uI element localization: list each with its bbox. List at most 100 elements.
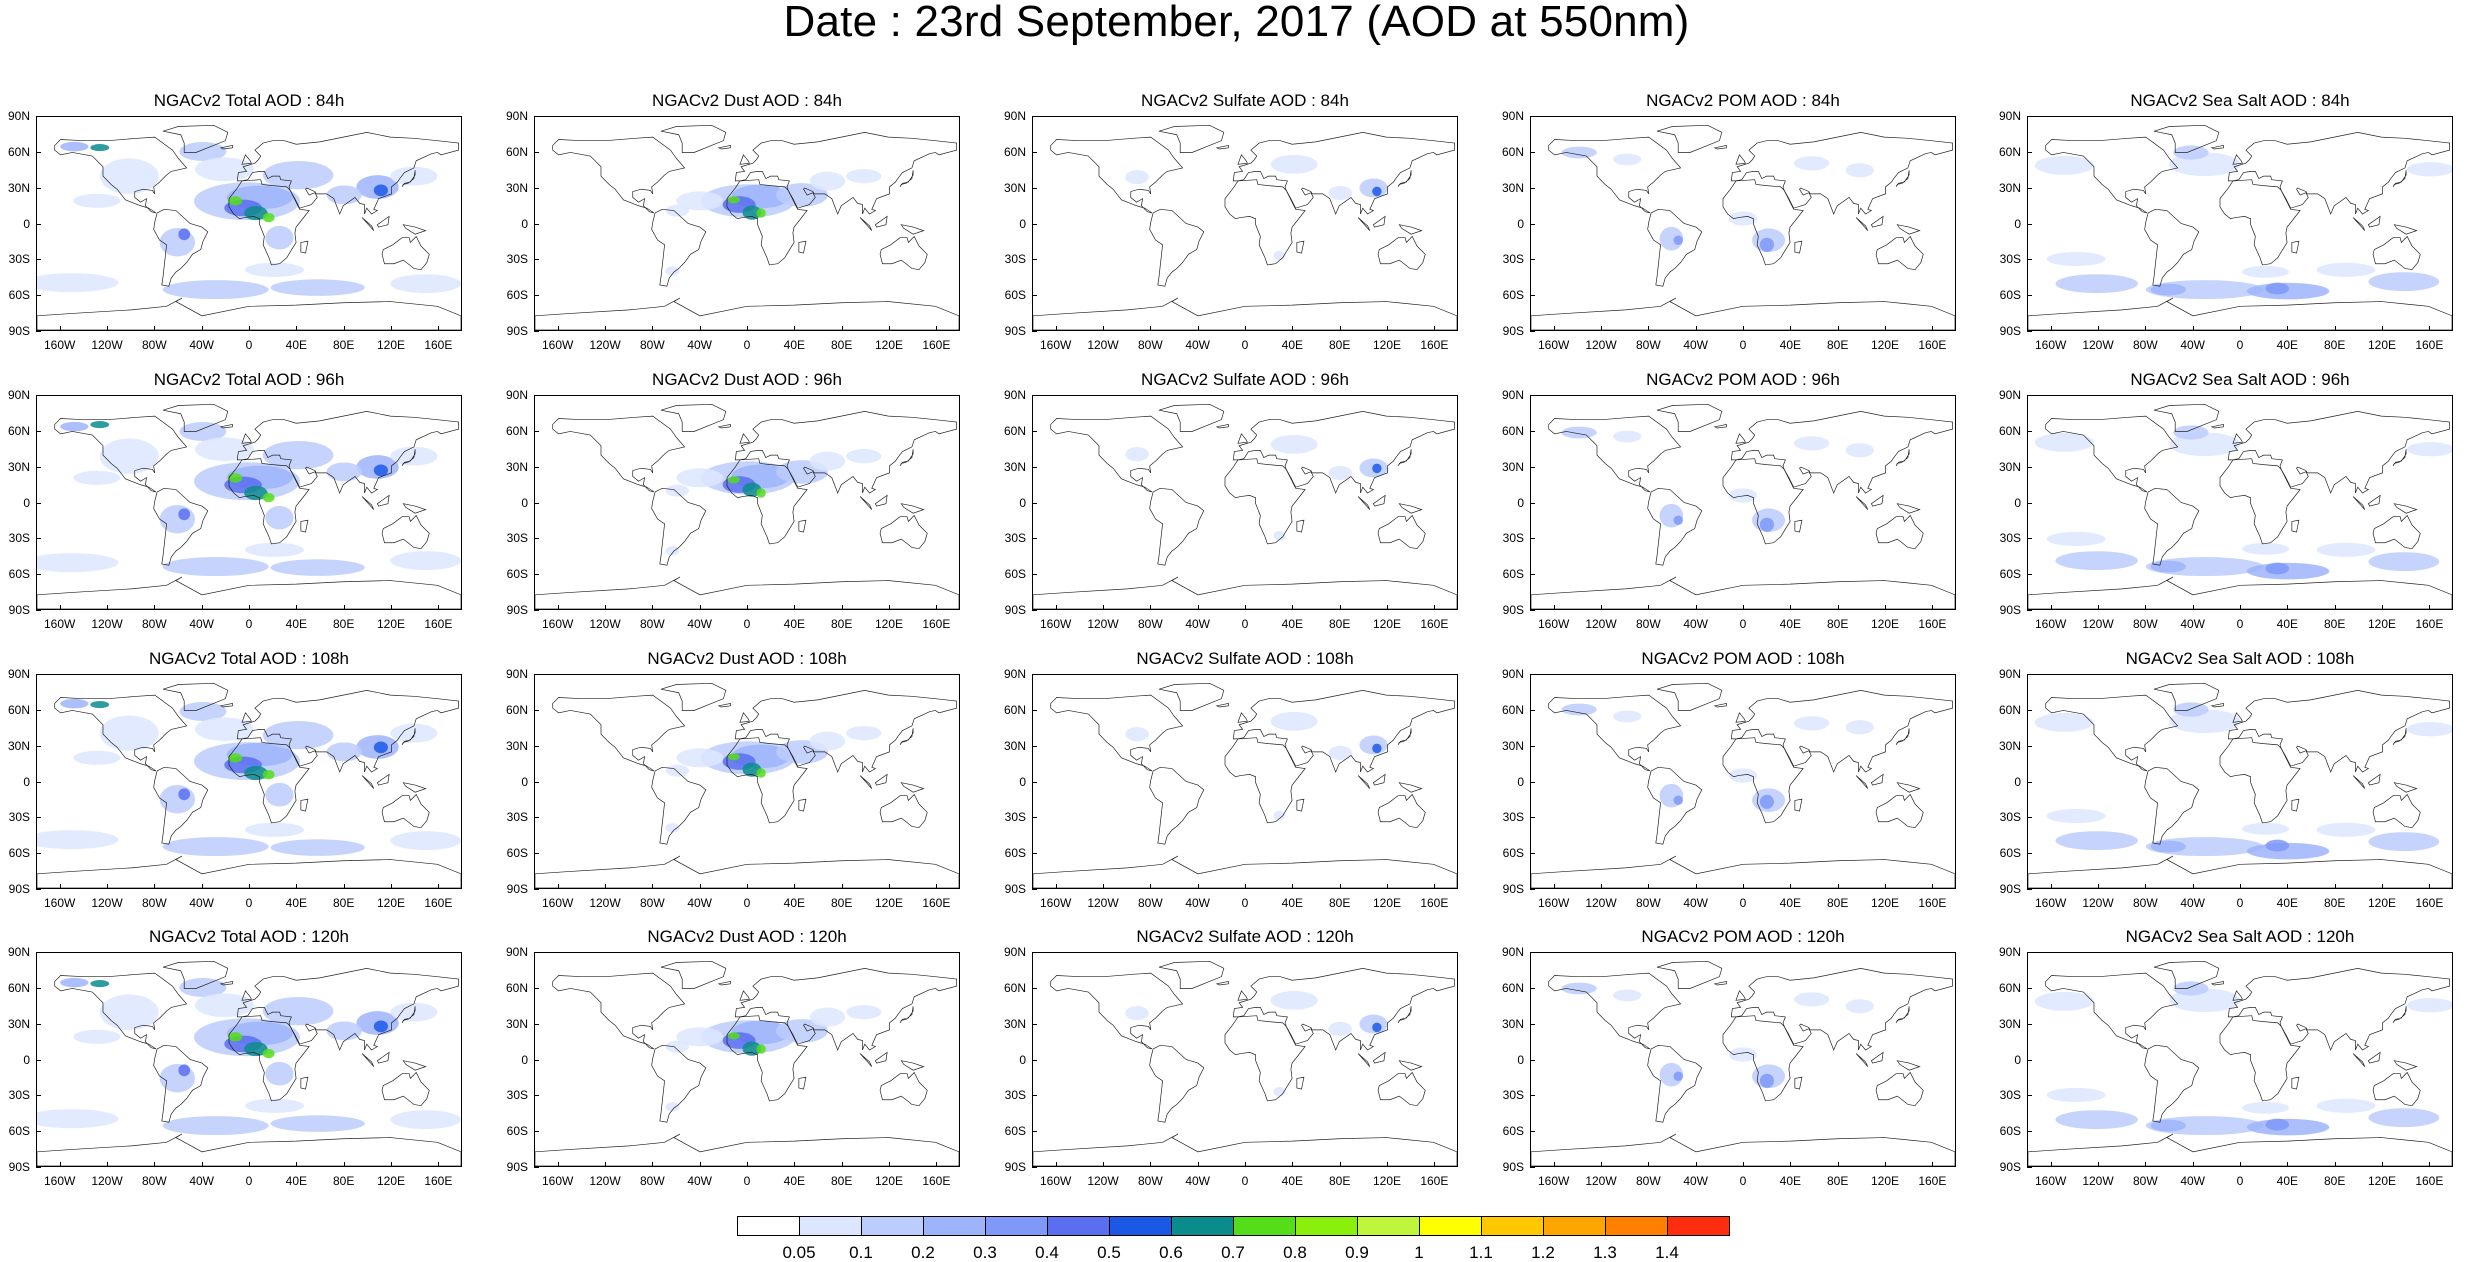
coastline-outline xyxy=(1730,690,1953,773)
aod-region xyxy=(373,741,388,754)
aod-region xyxy=(846,169,882,184)
lat-tick xyxy=(1530,187,1535,189)
colorbar-swatch xyxy=(1481,1216,1544,1236)
lon-tick xyxy=(1339,605,1341,610)
coastline-outline xyxy=(899,170,914,188)
aod-region xyxy=(2150,560,2187,573)
aod-region xyxy=(2406,998,2452,1013)
coastline-outline xyxy=(1237,433,1248,444)
coastline-outline xyxy=(2232,712,2243,723)
lon-tick-label: 120E xyxy=(1372,338,1402,352)
lon-tick xyxy=(201,1162,203,1167)
colorbar-tick-label: 1.1 xyxy=(1469,1243,1493,1262)
coastline-outline xyxy=(739,712,750,723)
aod-region xyxy=(262,440,334,470)
lat-tick-label: 30N xyxy=(505,1016,528,1031)
lon-tick-label: 80W xyxy=(639,617,665,631)
coastline-outline xyxy=(1372,494,1386,507)
lon-tick-label: 160E xyxy=(922,617,951,631)
lat-tick xyxy=(2027,1023,2032,1025)
lon-tick-label: 80E xyxy=(830,338,853,352)
aod-region xyxy=(159,505,196,534)
lon-tick-label: 40E xyxy=(2276,1174,2298,1188)
lon-tick xyxy=(1743,884,1744,889)
lat-tick xyxy=(1530,259,1535,261)
map-plot-area xyxy=(2027,952,2453,1167)
lon-tick xyxy=(201,884,203,889)
colorbar-tick-label: 0.4 xyxy=(1035,1243,1059,1262)
coastline-outline xyxy=(1875,514,1924,550)
aod-region xyxy=(390,831,461,851)
lat-tick-label: 60N xyxy=(1003,423,1026,438)
lon-tick xyxy=(747,605,748,610)
aod-region xyxy=(1613,430,1642,443)
coastline-outline xyxy=(300,798,309,812)
page-title: Date : 23rd September, 2017 (AOD at 550n… xyxy=(783,0,1690,46)
lon-tick xyxy=(1601,1162,1602,1167)
coastline-outline xyxy=(2219,737,2301,824)
coastline-outline xyxy=(2393,224,2418,235)
lon-tick-label: 160W xyxy=(1039,896,1072,910)
aod-region xyxy=(776,1019,828,1043)
map-panel: NGACv2 Sea Salt AOD : 108h 90N 60N 30N 0 30S 6… xyxy=(1991,650,2473,925)
lat-tick-label: 30S xyxy=(506,1088,528,1103)
map-panel: NGACv2 Dust AOD : 84h 90N 60N 30N 0 30S 60S 90S… xyxy=(498,92,984,367)
aod-region xyxy=(1759,794,1774,809)
map-plot-area xyxy=(534,952,960,1167)
coastline-outline xyxy=(1735,712,1746,723)
coastline-outline xyxy=(734,132,957,215)
lon-tick-label: 0 xyxy=(245,338,253,352)
colorbar-swatch xyxy=(1109,1216,1172,1236)
coastline-outline xyxy=(874,1051,888,1064)
lat-tick xyxy=(1032,259,1037,261)
aod-region xyxy=(1613,989,1642,1002)
lat-tick-label: 30S xyxy=(8,252,30,267)
lon-tick-label: 0 xyxy=(245,1174,253,1188)
aod-region xyxy=(776,183,828,207)
colorbar-tick-label: 0.7 xyxy=(1221,1243,1245,1262)
aod-region xyxy=(90,980,110,988)
lon-tick-label: 120E xyxy=(376,338,406,352)
lat-tick-label: 90S xyxy=(1004,882,1026,896)
aod-region xyxy=(90,701,110,709)
aod-region xyxy=(179,422,227,441)
lon-tick-label: 80W xyxy=(141,338,167,352)
coastline-outline xyxy=(1050,415,1184,493)
lon-tick xyxy=(1434,605,1436,610)
coastline-outline xyxy=(1397,1006,1412,1024)
lat-tick-label: 60S xyxy=(506,846,528,861)
aod-region xyxy=(665,764,690,777)
map-panel: NGACv2 Dust AOD : 96h 90N 60N 30N 0 30S 60S 90S… xyxy=(498,371,984,646)
lon-tick-label: 120W xyxy=(91,896,123,910)
lon-tick-label: 160E xyxy=(1918,617,1947,631)
lon-tick-label: 160E xyxy=(2415,896,2444,910)
lat-tick-label: 30N xyxy=(1003,1016,1026,1031)
coastline-outline xyxy=(2028,1133,2452,1166)
panel-title: NGACv2 Total AOD : 96h xyxy=(153,370,345,389)
lon-tick-label: 120E xyxy=(874,1174,904,1188)
coastline-outline xyxy=(2028,855,2452,888)
lon-tick xyxy=(59,326,61,331)
lat-tick xyxy=(1032,502,1037,504)
lon-tick-label: 120E xyxy=(874,338,904,352)
coastline-outline xyxy=(54,694,188,772)
lat-tick-label: 60S xyxy=(1999,567,2021,582)
coastline-outline xyxy=(1398,503,1423,514)
lat-tick xyxy=(1032,395,1037,396)
lat-tick xyxy=(1032,889,1037,890)
lat-tick xyxy=(36,889,41,890)
coastline-outline xyxy=(2372,793,2421,829)
lat-tick-label: 30N xyxy=(505,738,528,753)
lon-tick-label: 160W xyxy=(541,617,574,631)
coastline-outline xyxy=(1875,1071,1924,1107)
coastlines xyxy=(1531,960,1955,1166)
lat-tick xyxy=(2027,430,2032,432)
lon-tick-label: 120W xyxy=(589,338,621,352)
lat-tick-label: 60N xyxy=(1501,423,1524,438)
aod-region xyxy=(2368,1108,2440,1128)
coastline-outline xyxy=(2393,503,2418,514)
coastline-outline xyxy=(2352,1053,2366,1067)
panel-title: NGACv2 Dust AOD : 120h xyxy=(647,927,847,946)
aod-region xyxy=(195,717,254,742)
lon-tick xyxy=(652,605,654,610)
